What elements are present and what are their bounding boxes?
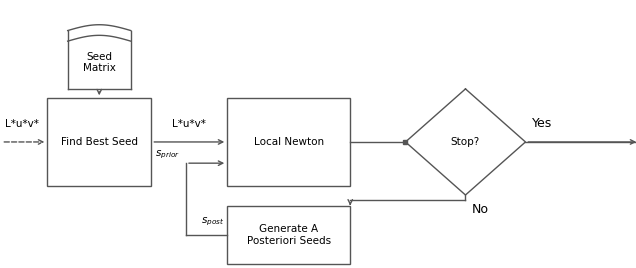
Text: Generate A
Posteriori Seeds: Generate A Posteriori Seeds	[247, 224, 331, 245]
Bar	[227, 206, 350, 264]
Text: Yes: Yes	[532, 117, 552, 130]
Text: $s_{post}$: $s_{post}$	[200, 215, 224, 228]
Text: $s_{prior}$: $s_{prior}$	[155, 148, 179, 161]
Text: Find Best Seed: Find Best Seed	[61, 137, 138, 147]
Text: Stop?: Stop?	[451, 137, 480, 147]
Text: L*u*v*: L*u*v*	[172, 119, 206, 129]
Bar	[47, 98, 151, 186]
Text: Local Newton: Local Newton	[254, 137, 324, 147]
Bar	[227, 98, 350, 186]
Text: No: No	[472, 203, 489, 216]
Text: L*u*v*: L*u*v*	[4, 119, 38, 129]
Text: Seed
Matrix: Seed Matrix	[83, 52, 116, 73]
